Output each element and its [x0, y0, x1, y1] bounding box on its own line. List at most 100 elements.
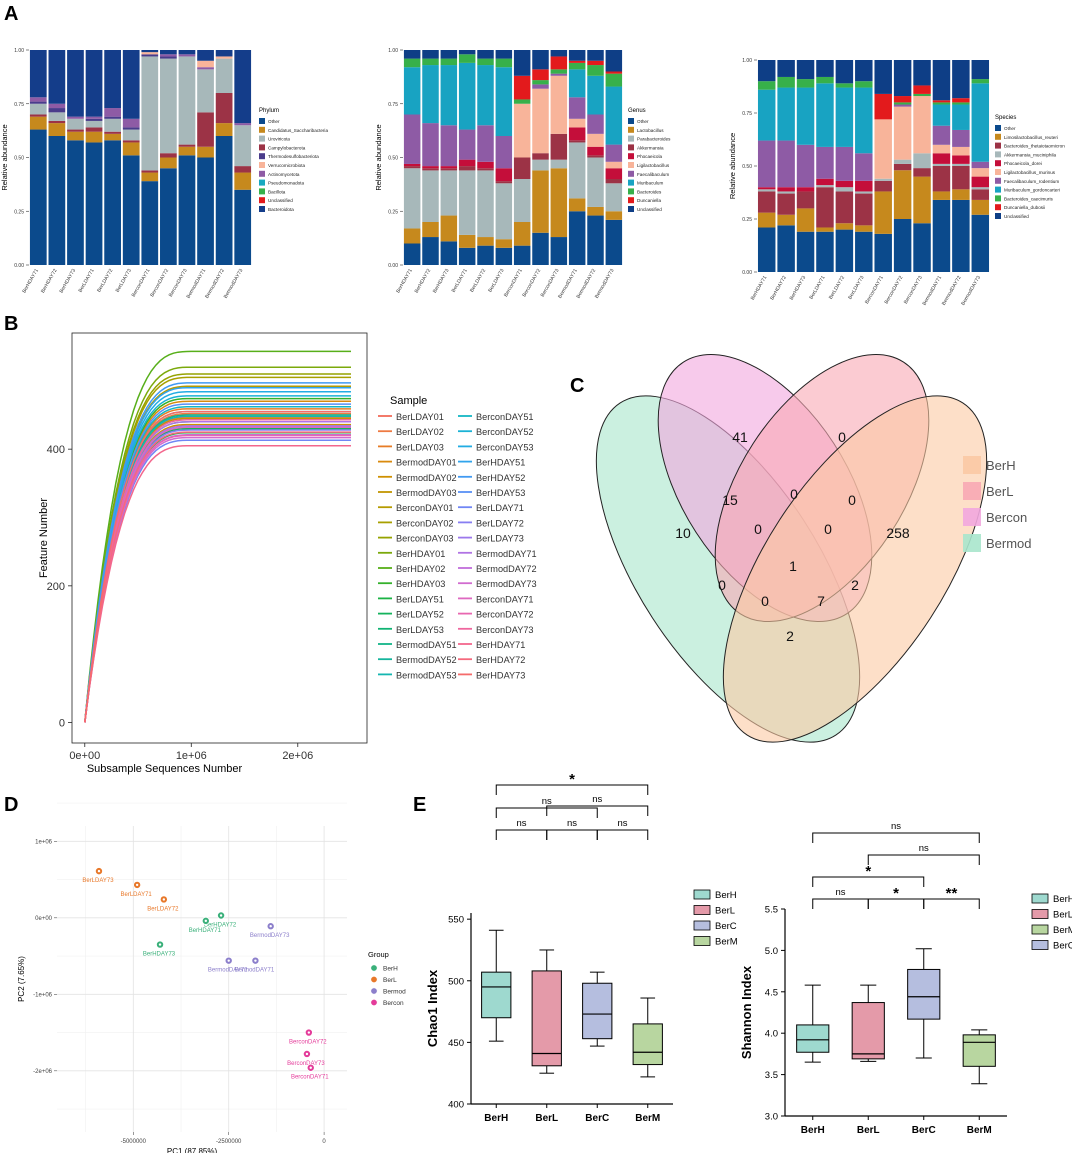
bar-segment	[197, 67, 214, 70]
legend-label: Ligilactobacillus	[637, 163, 670, 168]
bar-segment	[932, 60, 951, 101]
legend-label: BerLDAY52	[396, 610, 444, 620]
venn-region-count: 7	[817, 593, 825, 609]
legend-label: BerLDAY73	[476, 534, 524, 544]
significance-bracket	[923, 898, 980, 909]
rarefaction-curve	[84, 445, 351, 723]
legend-swatch	[995, 177, 1001, 184]
bar-segment	[48, 123, 66, 136]
bar-segment	[550, 56, 568, 70]
bar-segment	[893, 104, 912, 107]
bar-segment	[422, 65, 439, 124]
legend-label: Bermod	[986, 536, 1032, 551]
legend-label: Limosilactobacillus_reuteri	[1004, 135, 1058, 140]
bar-segment	[913, 223, 931, 272]
bar-segment	[816, 76, 834, 84]
bar-segment	[234, 50, 252, 124]
bar-segment	[952, 102, 970, 105]
bar-segment	[587, 75, 604, 115]
legend-label: Bercon	[383, 1000, 404, 1007]
legend-label: BerL	[986, 484, 1013, 499]
bar-segment	[893, 163, 912, 171]
bar-segment	[587, 133, 604, 147]
bar-segment	[855, 87, 873, 154]
legend-label: BermodDAY51	[396, 640, 457, 650]
legend-label: BerL	[383, 977, 397, 984]
legend-label: BerconDAY71	[476, 594, 534, 604]
y-axis-label: Relative abundance	[374, 124, 383, 190]
x-tick-label: BermodDAY73	[594, 268, 616, 300]
bar-segment	[440, 125, 458, 167]
scatter-point-center	[307, 1031, 311, 1034]
bar-segment	[477, 237, 494, 246]
bar-segment	[403, 50, 421, 59]
bar-segment	[422, 168, 439, 171]
legend-label: Bacteroidota	[268, 207, 294, 212]
legend-label: Bacteroides_caecimuris	[1004, 196, 1053, 201]
legend-swatch	[259, 197, 265, 204]
bar-segment	[893, 106, 912, 160]
x-tick-label: BerHDAY73	[789, 275, 808, 301]
legend-swatch	[259, 170, 265, 177]
bar-segment	[67, 140, 84, 265]
rarefaction-curve	[84, 426, 351, 723]
bar-segment	[477, 170, 494, 238]
bar-segment	[178, 155, 196, 265]
bar-segment	[458, 166, 476, 171]
legend-swatch	[693, 889, 711, 900]
significance-label: ns	[516, 818, 526, 829]
point-label: BermodDAY73	[250, 933, 290, 939]
point-label: BermodDAY72	[208, 968, 248, 974]
bar-segment	[532, 153, 549, 160]
legend-swatch	[1031, 893, 1049, 904]
bar-segment	[513, 103, 531, 158]
legend-swatch	[995, 160, 1001, 167]
bar-segment	[605, 86, 623, 145]
bar-segment	[67, 131, 84, 141]
legend-swatch	[628, 188, 634, 195]
legend-title: Species	[995, 115, 1016, 121]
bar-segment	[913, 60, 931, 86]
y-tick-label: 200	[47, 581, 65, 593]
legend-label: Duncaniella	[637, 198, 661, 203]
bar-segment	[855, 60, 873, 82]
bar-segment	[893, 96, 912, 103]
bar-segment	[952, 98, 970, 103]
bar-segment	[796, 231, 815, 272]
bar-segment	[440, 166, 458, 169]
y-axis-label: Chao1 Index	[425, 969, 440, 1047]
rarefaction-curve	[84, 431, 351, 723]
legend-label: BermodDAY73	[476, 579, 537, 589]
legend-title: Phylum	[259, 108, 279, 114]
rarefaction-curve	[84, 410, 351, 723]
bar-segment	[855, 225, 873, 232]
bar-segment	[932, 153, 951, 164]
x-tick-label: BerL	[535, 1113, 558, 1124]
legend-label: BerLDAY72	[476, 518, 524, 528]
legend-label: Other	[637, 119, 649, 124]
x-tick-label: BerHDAY73	[59, 268, 78, 294]
scatter-point-center	[309, 1066, 312, 1069]
bar-segment	[550, 133, 568, 160]
legend-label: BerconDAY73	[476, 625, 534, 635]
bar-segment	[422, 237, 439, 265]
bar-segment	[104, 131, 121, 134]
bar-segment	[893, 219, 912, 272]
legend-label: Uroviricota	[268, 137, 290, 142]
bar-segment	[477, 65, 494, 126]
bar-segment	[48, 103, 66, 109]
box	[962, 1034, 996, 1067]
bar-segment	[160, 56, 177, 59]
legend-label: Lactobacillus	[637, 128, 664, 133]
y-tick-label: 1.00	[742, 58, 752, 64]
bar-segment	[122, 155, 140, 265]
x-tick-label: BerC	[912, 1125, 936, 1136]
bar-segment	[550, 50, 568, 57]
x-tick-label: BerconDAY73	[540, 268, 561, 298]
x-tick-label: BerconDAY73	[903, 275, 924, 305]
legend-label: BerLDAY71	[476, 503, 524, 513]
plot-area	[757, 60, 990, 272]
x-tick-label: BerHDAY72	[769, 275, 788, 301]
bar-segment	[477, 125, 494, 162]
bar-segment	[874, 119, 892, 179]
